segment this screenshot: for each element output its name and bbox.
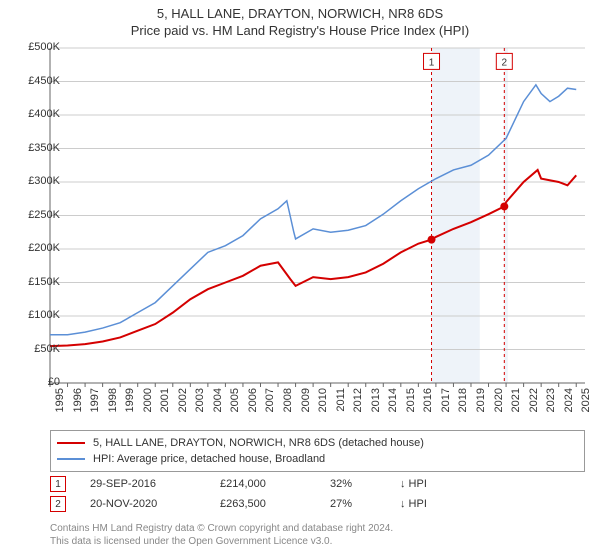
x-tick-label: 1997 [89,388,101,418]
x-tick-label: 2018 [457,388,469,418]
marker-price: £263,500 [220,498,330,510]
x-tick-label: 2025 [580,388,592,418]
x-tick-label: 2015 [405,388,417,418]
x-tick-label: 2001 [159,388,171,418]
x-tick-label: 2021 [510,388,522,418]
x-tick-label: 2022 [528,388,540,418]
x-tick-label: 2020 [493,388,505,418]
x-tick-label: 2016 [422,388,434,418]
marker-badge: 2 [50,496,66,512]
x-tick-label: 2004 [212,388,224,418]
chart-title: 5, HALL LANE, DRAYTON, NORWICH, NR8 6DS [0,6,600,21]
x-tick-label: 2006 [247,388,259,418]
attribution-text: Contains HM Land Registry data © Crown c… [50,522,585,548]
y-tick-label: £300K [5,175,60,187]
y-tick-label: £450K [5,75,60,87]
chart-svg: 12 [50,48,585,383]
y-tick-label: £350K [5,142,60,154]
legend-label: HPI: Average price, detached house, Broa… [93,453,325,465]
legend-label: 5, HALL LANE, DRAYTON, NORWICH, NR8 6DS … [93,437,424,449]
y-tick-label: £100K [5,309,60,321]
legend-swatch [57,442,85,444]
chart-container: 5, HALL LANE, DRAYTON, NORWICH, NR8 6DS … [0,0,600,560]
marker-hpi: ↓ HPI [400,498,450,510]
legend-swatch [57,458,85,460]
x-tick-label: 2011 [335,388,347,418]
marker-date: 29-SEP-2016 [90,478,220,490]
x-tick-label: 2024 [563,388,575,418]
attribution-line1: Contains HM Land Registry data © Crown c… [50,522,585,535]
x-tick-label: 2005 [229,388,241,418]
x-tick-label: 2019 [475,388,487,418]
marker-badge: 1 [50,476,66,492]
y-tick-label: £50K [5,343,60,355]
legend-item: 5, HALL LANE, DRAYTON, NORWICH, NR8 6DS … [57,435,578,451]
marker-table: 1 29-SEP-2016£214,00032%↓ HPI 2 20-NOV-2020… [50,474,585,514]
x-tick-label: 2010 [317,388,329,418]
x-tick-label: 1999 [124,388,136,418]
legend-item: HPI: Average price, detached house, Broa… [57,451,578,467]
marker-price: £214,000 [220,478,330,490]
svg-text:2: 2 [502,57,508,68]
x-tick-label: 2012 [352,388,364,418]
marker-row: 2 20-NOV-2020£263,50027%↓ HPI [50,494,585,514]
x-tick-label: 2002 [177,388,189,418]
marker-pct: 32% [330,478,400,490]
x-tick-label: 2014 [387,388,399,418]
legend-box: 5, HALL LANE, DRAYTON, NORWICH, NR8 6DS … [50,430,585,472]
y-tick-label: £500K [5,41,60,53]
x-tick-label: 2007 [264,388,276,418]
chart-subtitle: Price paid vs. HM Land Registry's House … [0,23,600,38]
x-tick-label: 1996 [72,388,84,418]
x-tick-label: 2000 [142,388,154,418]
x-tick-label: 1998 [107,388,119,418]
x-tick-label: 2023 [545,388,557,418]
x-tick-label: 2009 [300,388,312,418]
x-tick-label: 2008 [282,388,294,418]
marker-date: 20-NOV-2020 [90,498,220,510]
marker-hpi: ↓ HPI [400,478,450,490]
x-tick-label: 2013 [370,388,382,418]
marker-pct: 27% [330,498,400,510]
marker-row: 1 29-SEP-2016£214,00032%↓ HPI [50,474,585,494]
y-tick-label: £250K [5,209,60,221]
y-tick-label: £0 [5,376,60,388]
attribution-line2: This data is licensed under the Open Gov… [50,535,585,548]
x-tick-label: 2003 [194,388,206,418]
chart-plot-area: 12 [50,48,585,383]
title-block: 5, HALL LANE, DRAYTON, NORWICH, NR8 6DS … [0,0,600,38]
y-tick-label: £200K [5,242,60,254]
svg-text:1: 1 [429,57,435,68]
x-tick-label: 2017 [440,388,452,418]
y-tick-label: £150K [5,276,60,288]
x-tick-label: 1995 [54,388,66,418]
y-tick-label: £400K [5,108,60,120]
